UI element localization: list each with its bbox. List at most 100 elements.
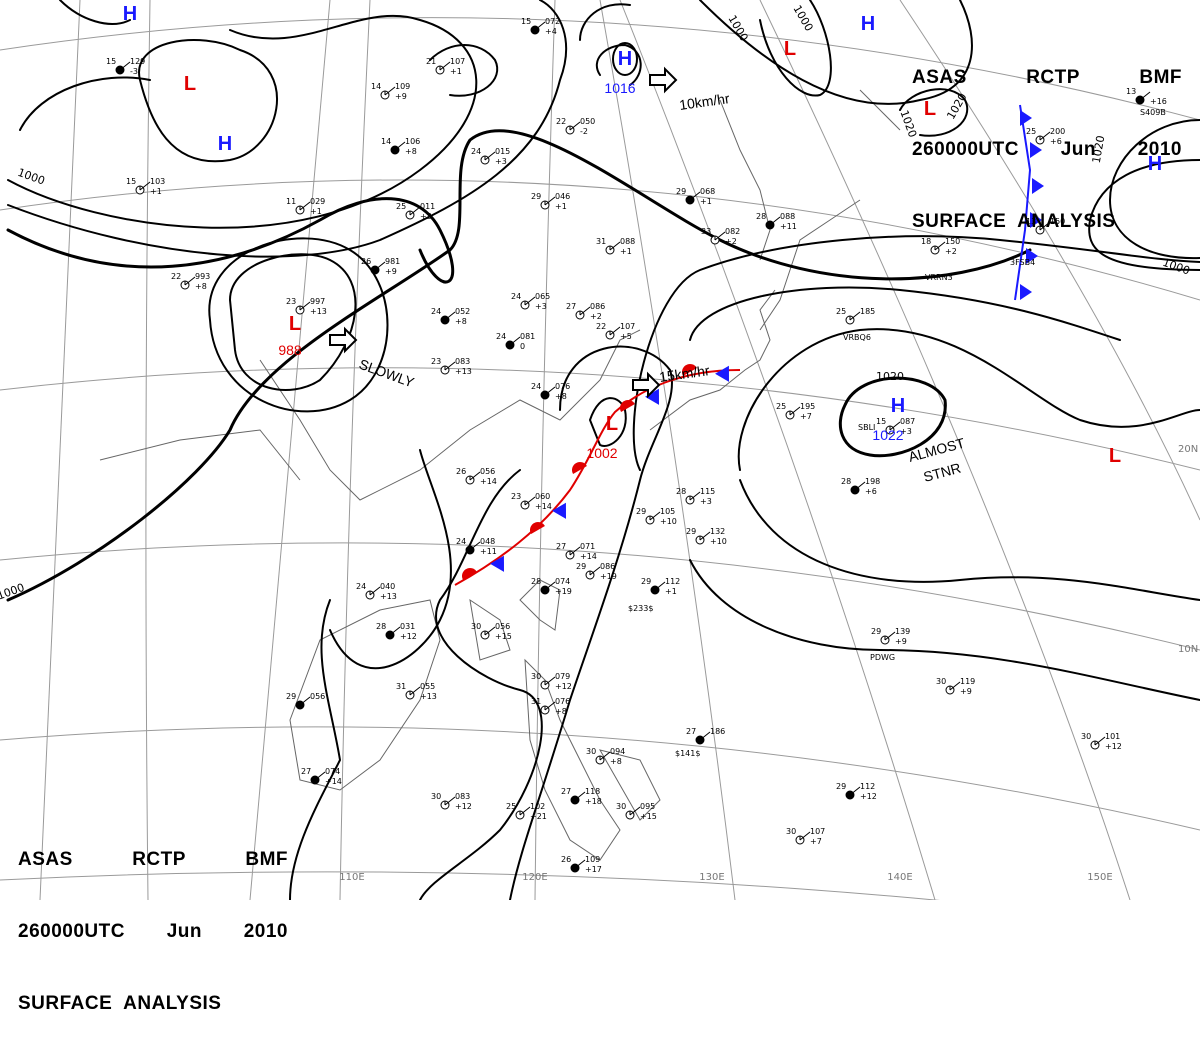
station-temperature: 30 xyxy=(531,672,541,681)
station-wind-barb xyxy=(409,206,421,216)
station-plots: 15 072+414 109+921 107+115 129-322 050-215 103… xyxy=(106,17,1167,874)
station-pressure: 046 xyxy=(555,192,570,201)
meridian-line xyxy=(145,0,151,900)
station-tendency: +6 xyxy=(1050,137,1062,146)
station-temperature: 29 xyxy=(286,692,296,701)
isobar xyxy=(759,0,832,97)
station-wind-barb xyxy=(569,546,581,556)
station-pressure: 076 xyxy=(555,697,570,706)
station-wind-barb xyxy=(569,121,581,131)
station-wind-barb xyxy=(849,311,861,321)
ship-callsign: VRRN3 xyxy=(925,273,953,282)
station-wind-barb xyxy=(444,361,456,371)
isobar xyxy=(689,286,1121,341)
station-temperature: 24 xyxy=(431,307,441,316)
station-temperature: 22 xyxy=(556,117,566,126)
station-temperature: 30 xyxy=(471,622,481,631)
pressure-center-value: 1022 xyxy=(872,427,903,443)
station-wind-barb xyxy=(1039,221,1051,231)
station-tendency: +8 xyxy=(555,707,567,716)
station-wind-barb xyxy=(139,181,151,191)
station-tendency: +12 xyxy=(860,792,877,801)
coastline xyxy=(719,99,771,261)
high-pressure-marker: H xyxy=(618,48,632,70)
coastline xyxy=(99,429,301,481)
station-pressure: 150 xyxy=(945,237,960,246)
station-temperature: 15 xyxy=(126,177,136,186)
station-wind-barb xyxy=(714,231,726,241)
station-temperature: 30 xyxy=(616,802,626,811)
station-wind-barb xyxy=(889,421,901,431)
station-tendency: +1 xyxy=(665,587,677,596)
station-wind-barb xyxy=(609,241,621,251)
isobar xyxy=(208,237,389,413)
meridian-line xyxy=(619,0,936,900)
station-tendency: +18 xyxy=(585,797,602,806)
station-temperature: 11 xyxy=(286,197,296,206)
station-temperature: 25 xyxy=(776,402,786,411)
low-pressure-marker: L xyxy=(784,38,796,60)
ship-callsign: $233$ xyxy=(628,604,653,613)
station-pressure: 195 xyxy=(800,402,815,411)
isobar xyxy=(632,235,1200,471)
header-top-right: ASAS RCTP BMF 260000UTC Jun 2010 SURFACE… xyxy=(912,18,1182,258)
high-pressure-marker: H xyxy=(1148,153,1162,175)
station-wind-barb xyxy=(609,326,621,336)
station-wind-barb xyxy=(184,276,196,286)
station-wind-barb xyxy=(949,681,961,691)
pressure-center-value: 1002 xyxy=(586,445,617,461)
longitude-label: 110E xyxy=(339,872,364,883)
station-temperature: 14 xyxy=(381,137,391,146)
station-wind-barb xyxy=(444,311,456,321)
station-pressure: 186 xyxy=(710,727,725,736)
station-wind-barb xyxy=(374,261,386,271)
station-wind-barb xyxy=(314,771,326,781)
station-wind-barb xyxy=(524,496,536,506)
station-temperature: 29 xyxy=(641,577,651,586)
meridian-line xyxy=(339,0,371,900)
station-wind-barb xyxy=(1139,91,1151,101)
station-tendency: +14 xyxy=(325,777,342,786)
isobar xyxy=(1088,159,1200,271)
station-tendency: +2 xyxy=(945,247,957,256)
station-pressure: 076 xyxy=(555,382,570,391)
header-line1: ASAS RCTP BMF xyxy=(912,66,1182,90)
station-temperature: 26 xyxy=(361,257,371,266)
station-temperature: 30 xyxy=(1081,732,1091,741)
low-pressure-marker: L xyxy=(924,98,936,120)
station-wind-barb xyxy=(589,566,601,576)
high-pressure-marker: H xyxy=(218,133,232,155)
isobar xyxy=(737,328,1200,471)
header-time: 260000UTC xyxy=(912,139,1019,160)
motion-label: 15km/hr xyxy=(658,362,711,385)
station-temperature: 31 xyxy=(396,682,406,691)
isobar xyxy=(7,0,568,258)
station-pressure: 056 xyxy=(480,467,495,476)
station-tendency: +1 xyxy=(700,197,712,206)
station-tendency: +17 xyxy=(585,865,602,874)
parallel-line xyxy=(0,871,940,900)
ship-callsign: 3FSB4 xyxy=(1010,258,1035,267)
station-temperature: 33 xyxy=(701,227,711,236)
station-pressure: 107 xyxy=(450,57,465,66)
ship-callsign: SBLI xyxy=(858,423,875,432)
station-temperature: 27 xyxy=(566,302,576,311)
header-line1: ASAS RCTP BMF xyxy=(18,848,288,872)
station-wind-barb xyxy=(544,386,556,396)
coastline xyxy=(649,289,776,431)
stationary-front-line xyxy=(454,369,741,586)
warm-front-semicircle xyxy=(682,364,697,376)
station-pressure: 997 xyxy=(310,297,325,306)
station-tendency: +21 xyxy=(530,812,547,821)
station-tendency: +8 xyxy=(610,757,622,766)
station-tendency: +15 xyxy=(495,632,512,641)
station-pressure: 993 xyxy=(195,272,210,281)
station-temperature: 30 xyxy=(786,827,796,836)
coastline xyxy=(598,749,661,821)
station-wind-barb xyxy=(544,676,556,686)
station-temperature: 29 xyxy=(531,192,541,201)
station-tendency: +13 xyxy=(310,307,327,316)
station-wind-barb xyxy=(299,301,311,311)
station-tendency: +14 xyxy=(480,477,497,486)
ship-callsign: $141$ xyxy=(675,749,700,758)
